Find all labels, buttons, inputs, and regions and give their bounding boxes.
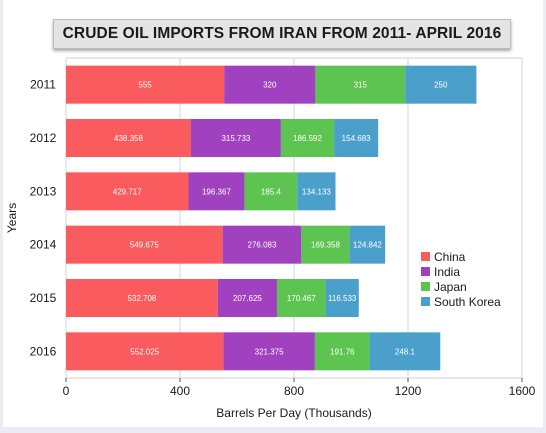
data-label: 116.533 [328,294,357,303]
x-tick-label: 1600 [509,384,536,398]
bar-segment [314,332,370,371]
bar-segment [66,172,189,211]
data-label: 154.683 [342,134,371,143]
y-category-label: 2015 [30,291,57,305]
y-category-label: 2014 [30,238,57,252]
bar-segment [66,279,218,317]
bar-segment [188,172,245,211]
bar-segment [217,279,277,317]
x-tick-label: 800 [284,384,304,398]
y-category-label: 2012 [30,131,57,145]
data-label: 196.367 [202,187,231,196]
bar-segment [405,65,477,104]
bar-segment [349,225,386,264]
data-label: 549.675 [130,241,159,250]
data-label: 186.592 [293,134,322,143]
bar-segment [223,332,315,371]
x-axis-title: Barrels Per Day (Thousands) [216,406,371,420]
bar-segment [325,279,359,317]
data-label: 134.133 [302,187,331,196]
bar-segment [301,225,350,264]
bar-segment [66,65,225,104]
legend-label: China [434,250,466,264]
bar-segment [244,172,298,211]
data-label: 170.467 [287,294,316,303]
data-label: 248.1 [395,347,416,356]
data-label: 552.025 [130,347,159,356]
data-label: 321.375 [255,347,284,356]
data-label: 276.083 [248,241,277,250]
bar-segment [222,225,302,264]
legend-swatch [421,267,430,276]
legend-label: Japan [434,280,467,294]
chart-title-box: CRUDE OIL IMPORTS FROM IRAN FROM 2011- A… [53,19,511,49]
bar-segment [276,279,326,317]
y-category-label: 2016 [30,344,57,358]
legend-label: South Korea [434,295,501,309]
data-label: 320 [263,81,277,90]
y-axis-title: Years [5,203,19,233]
data-label: 315.733 [221,134,250,143]
x-tick-label: 0 [63,384,70,398]
bar-segment [297,172,336,211]
legend-swatch [421,252,430,261]
x-tick-label: 1200 [395,384,422,398]
data-label: 250 [434,81,448,90]
y-category-label: 2011 [30,78,56,92]
bar-segment [66,332,224,371]
bar-segment [280,119,335,157]
bar-segment [334,119,379,157]
x-tick-label: 400 [170,384,190,398]
bar-segment [315,65,406,104]
stacked-bar-chart: 0 400 800 1200 1600 2011 555 320 315 250 2012 438.3… [5,57,536,420]
data-label: 438.358 [114,134,143,143]
bar-segment [369,332,441,371]
legend-swatch [421,297,430,306]
bar-segment [66,119,191,157]
data-label: 124.842 [353,241,382,250]
bar-segment [224,65,316,104]
data-label: 207.625 [233,294,262,303]
bar-segment [66,225,223,264]
y-category-label: 2013 [30,184,57,198]
data-label: 315 [354,81,368,90]
data-label: 191.76 [330,347,355,356]
legend-label: India [434,265,460,279]
data-label: 555 [138,81,152,90]
bar-segment [190,119,281,157]
data-label: 169.358 [311,241,340,250]
data-label: 185.4 [261,187,282,196]
legend-swatch [421,282,430,291]
data-label: 532.708 [127,294,156,303]
chart-title: CRUDE OIL IMPORTS FROM IRAN FROM 2011- A… [62,25,502,42]
data-label: 429.717 [113,187,142,196]
